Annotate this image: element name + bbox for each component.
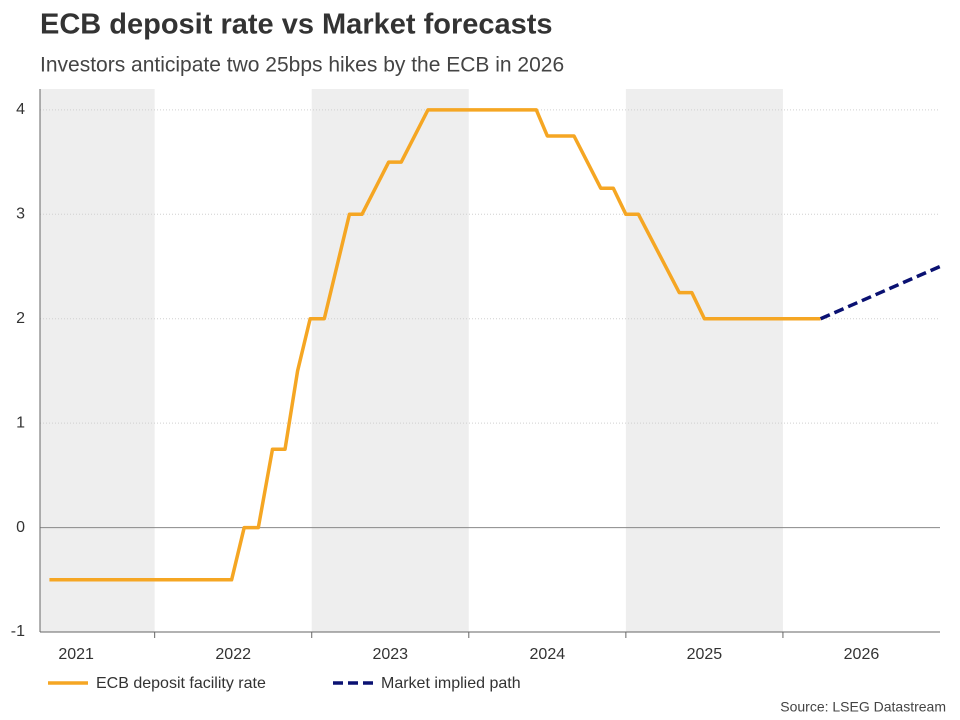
source: Source: LSEG Datastream	[780, 699, 946, 715]
line-series	[819, 264, 941, 321]
year-band	[625, 89, 783, 632]
y-tick-label: 3	[16, 206, 25, 223]
x-tick-label: 2024	[530, 646, 566, 663]
chart-subtitle: Investors anticipate two 25bps hikes by …	[40, 54, 564, 77]
year-band	[40, 89, 155, 632]
legend-label: ECB deposit facility rate	[96, 675, 266, 692]
y-tick-label: 0	[16, 519, 25, 536]
year-band	[311, 89, 469, 632]
chart-title: ECB deposit rate vs Market forecasts	[40, 9, 553, 41]
x-tick-label: 2023	[372, 646, 408, 663]
y-tick-label: 2	[16, 310, 25, 327]
legend-label: Market implied path	[381, 675, 521, 692]
x-tick-label: 2025	[687, 646, 723, 663]
y-tick-label: 1	[16, 414, 25, 431]
x-tick-label: 2026	[844, 646, 880, 663]
y-tick-label: -1	[11, 623, 25, 640]
x-tick-label: 2022	[215, 646, 251, 663]
x-tick-label: 2021	[58, 646, 94, 663]
y-tick-label: 4	[16, 101, 25, 118]
line-series	[49, 108, 821, 582]
